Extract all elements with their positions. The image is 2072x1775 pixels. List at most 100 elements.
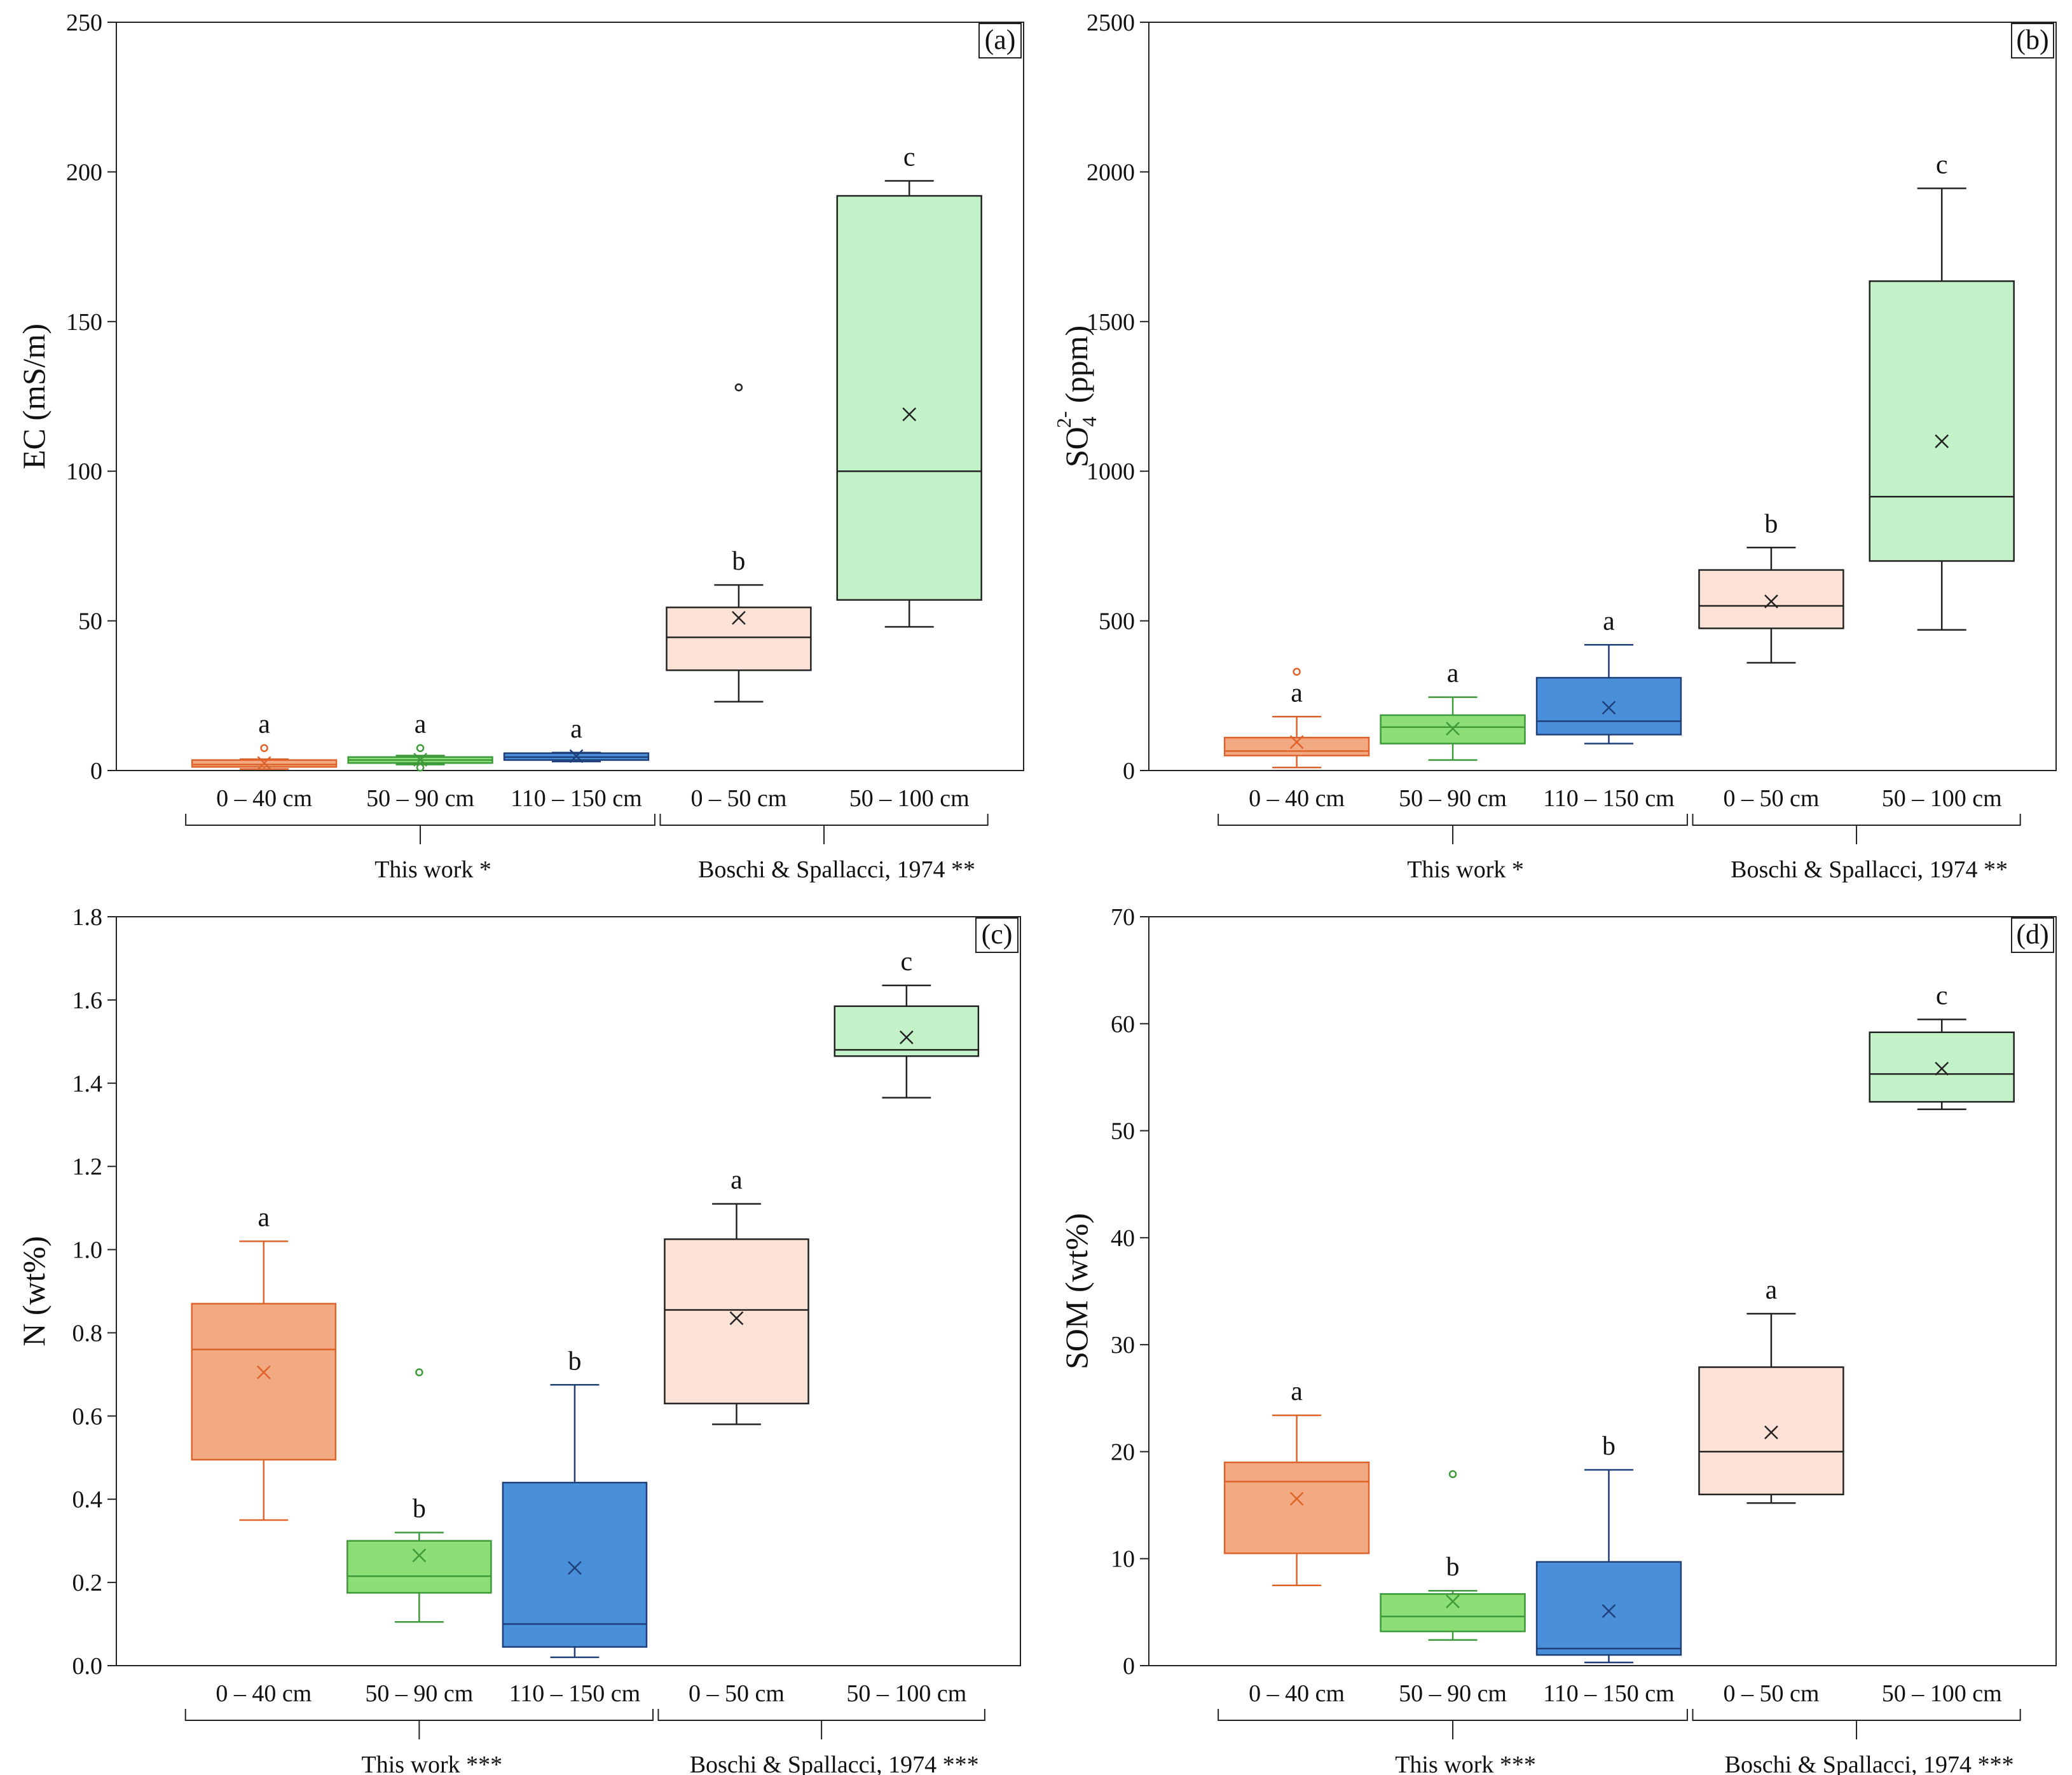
chart-panel-a: 0 50 100 150 200 250 EC (mS/m) (a) a 0 – 40 cm a 50… — [16, 10, 1024, 883]
group-label: This work *** — [362, 1751, 503, 1775]
box-body — [1535, 1561, 1682, 1656]
y-tick-label: 1.2 — [72, 1154, 103, 1181]
y-tick-label: 40 — [1111, 1225, 1135, 1252]
mean-marker — [1446, 722, 1460, 736]
box-body — [1380, 1593, 1526, 1633]
significance-letter: c — [903, 143, 916, 172]
group-bracket — [185, 814, 655, 826]
y-tick-label: 0 — [1123, 758, 1135, 785]
significance-letter: c — [1936, 150, 1948, 179]
y-tick-label: 20 — [1111, 1439, 1135, 1465]
box-body — [502, 1481, 648, 1648]
x-category-label: 50 – 100 cm — [1882, 1680, 2002, 1707]
box-4: b — [1698, 509, 1844, 664]
x-category-label: 50 – 100 cm — [849, 785, 970, 812]
y-tick-label: 200 — [66, 159, 102, 186]
panel-tag: (c) — [982, 919, 1013, 950]
mean-marker — [412, 1548, 427, 1563]
box-2: a — [347, 710, 493, 772]
mean-marker — [1602, 701, 1616, 715]
y-tick-label: 250 — [66, 10, 102, 36]
x-category-label: 50 – 100 cm — [846, 1680, 966, 1707]
y-axis-title-main: N (wt%) — [16, 1236, 51, 1347]
box-body — [1535, 676, 1682, 736]
mean-marker — [568, 1561, 582, 1575]
mean-marker — [899, 1030, 914, 1045]
box-body — [1869, 280, 2015, 562]
mean-marker — [1289, 1491, 1304, 1506]
y-tick-label: 1000 — [1087, 458, 1135, 485]
y-tick-label: 500 — [1099, 608, 1135, 635]
y-axis-title: EC (mS/m) — [16, 324, 51, 469]
panel-tag-box — [2011, 917, 2054, 953]
significance-letter: a — [1603, 607, 1615, 636]
box-1: a — [191, 710, 338, 771]
y-axis-title-superscript: 2- — [1052, 411, 1075, 428]
plot-frame — [116, 916, 1021, 1666]
mean-marker — [1935, 1062, 1949, 1076]
significance-letter: a — [1766, 1275, 1778, 1305]
box-4: a — [664, 1166, 809, 1425]
y-tick-label: 50 — [1111, 1118, 1135, 1145]
x-category-label: 0 – 50 cm — [690, 785, 786, 812]
plot-frame — [1148, 22, 2057, 771]
box-body — [834, 1005, 980, 1057]
y-axis-title-main: EC (mS/m) — [16, 324, 51, 469]
significance-letter: b — [1602, 1432, 1616, 1461]
x-category-label: 0 – 50 cm — [689, 1680, 785, 1707]
y-tick-label: 1500 — [1087, 309, 1135, 336]
y-tick-label: 1.4 — [72, 1071, 103, 1097]
mean-marker — [902, 407, 917, 421]
chart-panel-c: 0.0 0.2 0.4 0.6 0.8 1.0 1.2 1.4 1.6 1.8 N (wt%) (c)… — [16, 904, 1021, 1775]
mean-marker — [257, 756, 271, 771]
significance-letter: a — [258, 710, 270, 739]
group-label: This work * — [1407, 856, 1524, 883]
outlier-point — [1293, 668, 1301, 676]
mean-marker — [1446, 1594, 1460, 1608]
mean-marker — [1764, 594, 1778, 608]
y-tick-label: 100 — [66, 458, 102, 485]
y-tick-label: 0.8 — [72, 1320, 103, 1347]
box-body — [191, 1303, 337, 1461]
panel-tag-box — [2011, 23, 2054, 58]
mean-marker — [256, 1365, 271, 1380]
group-bracket — [1218, 814, 1688, 826]
x-category-label: 110 – 150 cm — [1543, 785, 1675, 812]
box-5: c — [1869, 982, 2015, 1111]
significance-letter: c — [900, 947, 912, 977]
group-bracket — [657, 1709, 985, 1721]
y-tick-label: 2000 — [1087, 159, 1135, 186]
box-body — [836, 195, 982, 601]
y-tick-label: 10 — [1111, 1546, 1135, 1573]
group-label: Boschi & Spallacci, 1974 ** — [698, 856, 975, 883]
outlier-point — [416, 744, 425, 752]
x-category-label: 0 – 40 cm — [1249, 1680, 1345, 1707]
x-category-label: 0 – 50 cm — [1723, 785, 1819, 812]
y-tick-label: 50 — [78, 608, 102, 635]
y-tick-label: 0.0 — [72, 1653, 103, 1680]
box-1: a — [1223, 668, 1370, 769]
x-category-label: 110 – 150 cm — [509, 1680, 641, 1707]
y-tick-label: 2500 — [1087, 10, 1135, 36]
y-tick-label: 0.4 — [72, 1486, 103, 1513]
box-body — [1698, 569, 1844, 629]
significance-letter: a — [415, 710, 427, 739]
y-axis-title: SOM (wt%) — [1059, 1213, 1094, 1369]
box-1: a — [1223, 1377, 1370, 1587]
mean-marker — [1935, 434, 1949, 449]
y-axis-title-unit: (ppm) — [1059, 326, 1094, 411]
mean-marker — [1764, 1425, 1778, 1440]
y-tick-label: 70 — [1111, 904, 1135, 931]
outlier-point — [734, 383, 743, 392]
group-bracket — [659, 814, 989, 826]
box-5: c — [834, 947, 980, 1099]
y-axis-title-subscript: 4 — [1078, 416, 1101, 427]
box-2: a — [1380, 659, 1526, 761]
x-category-label: 0 – 40 cm — [216, 1680, 312, 1707]
panel-tag: (a) — [985, 24, 1016, 55]
group-bracket — [184, 1709, 654, 1721]
group-bracket — [1692, 1709, 2021, 1721]
box-1: a — [191, 1203, 337, 1521]
y-tick-label: 0 — [90, 758, 102, 785]
